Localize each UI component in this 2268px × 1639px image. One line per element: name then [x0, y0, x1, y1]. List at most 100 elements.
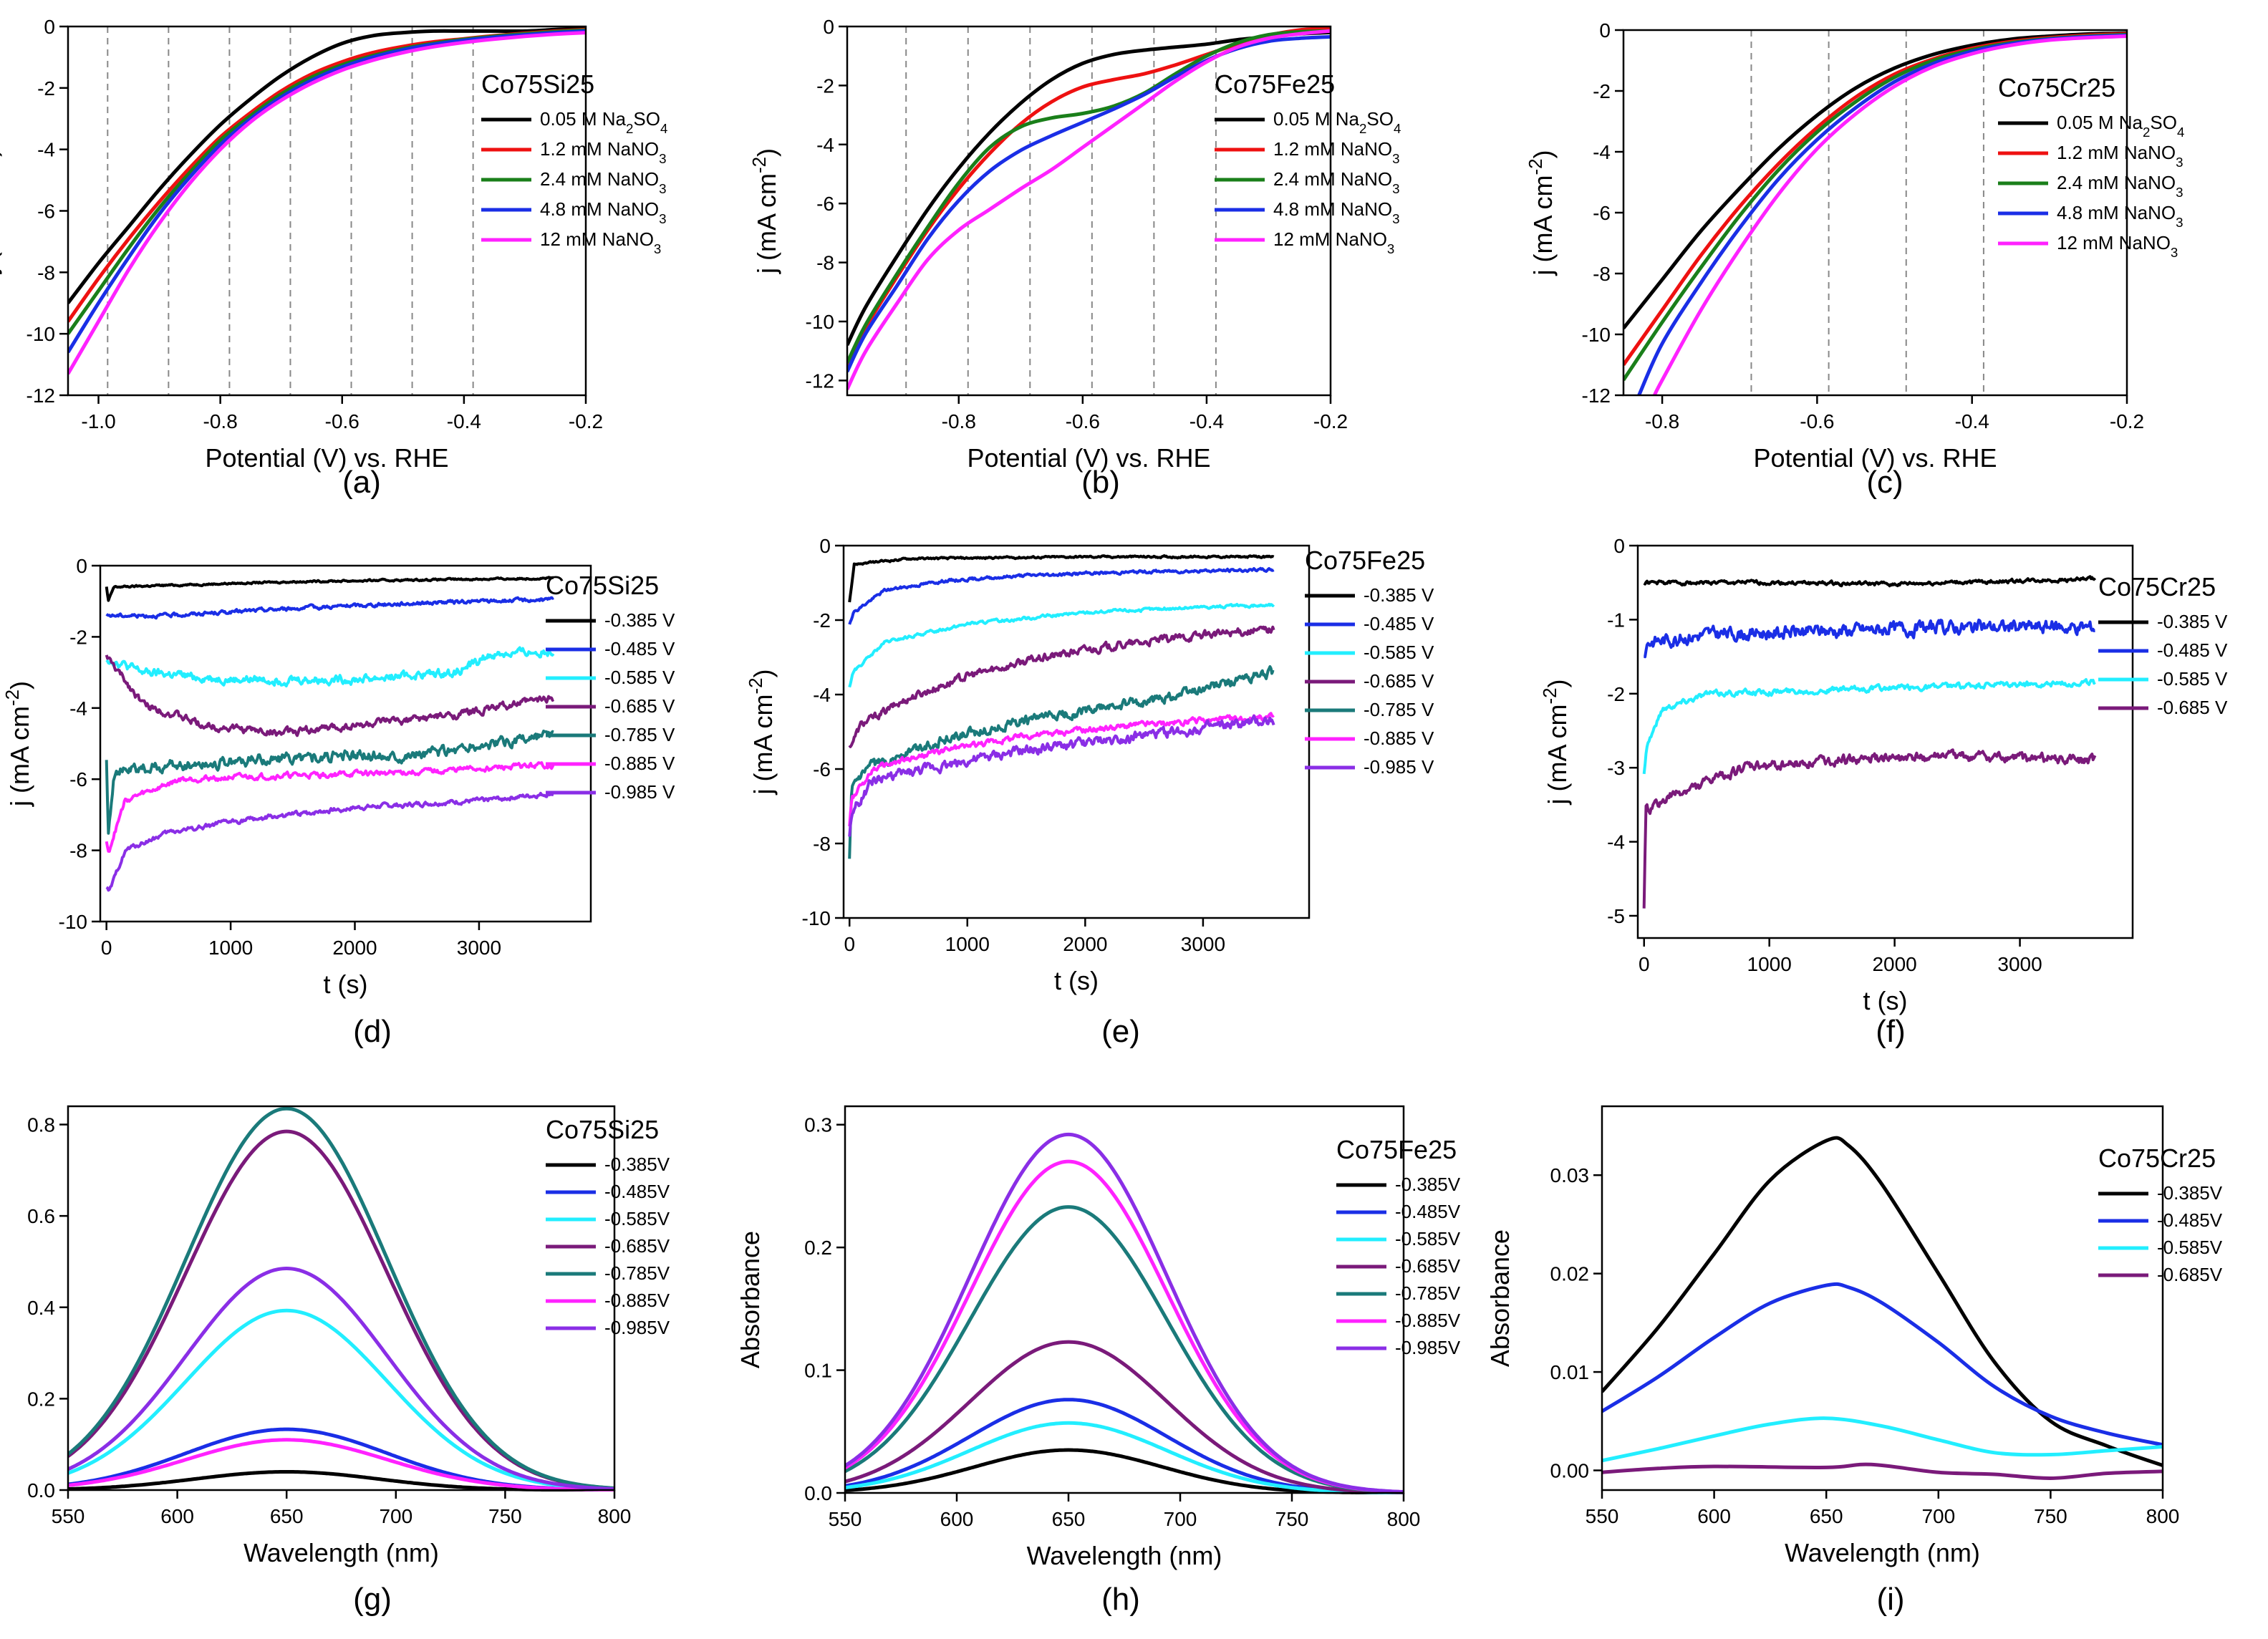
chart-h: 550 600 650 700 750 800 0.0 0.1 0.2 0.3 Wavelength…: [735, 1105, 1461, 1617]
y-tick-label: -12: [1582, 385, 1611, 407]
y-tick-label: -6: [1593, 202, 1611, 224]
y-axis-label: j (mA cm-2): [750, 148, 781, 274]
series-line: [845, 1159, 1404, 1494]
x-axis-label: Wavelength (nm): [1785, 1538, 1980, 1567]
series-line: [68, 1438, 614, 1491]
series-line: [105, 654, 555, 738]
x-tick-label: 750: [2034, 1505, 2067, 1527]
y-tick-label: -2: [1593, 80, 1611, 102]
y-axis-label: Absorbance: [1485, 1229, 1515, 1367]
chart-e: 0 1000 2000 3000 0 -2 -4 -6 -8 -10 t (s) j (mA cm-2…: [746, 535, 1434, 1049]
y-tick-label: 0.1: [804, 1360, 832, 1382]
y-tick-label: -6: [37, 200, 55, 223]
x-tick-label: -0.2: [1313, 410, 1348, 432]
y-tick-label: -6: [816, 193, 834, 215]
legend-label: -0.485V: [604, 1181, 670, 1202]
series-line: [1602, 1462, 2163, 1481]
legend-title: Co75Si25: [481, 69, 594, 99]
y-tick-label: -4: [37, 139, 55, 161]
x-tick-label: -0.8: [203, 410, 238, 432]
legend-label: 1.2 mM NaNO3: [1273, 138, 1400, 166]
y-tick-label: 0.03: [1550, 1164, 1590, 1186]
series-line: [845, 1421, 1404, 1494]
y-tick-label: 0: [1613, 535, 1625, 557]
legend-label: -0.785V: [1395, 1282, 1461, 1304]
series-group: [848, 554, 1275, 859]
legend-label: -0.485 V: [2157, 639, 2228, 661]
panel-label: (f): [1876, 1014, 1906, 1049]
y-tick-label: -2: [1607, 683, 1625, 705]
series-line: [847, 34, 1331, 373]
plot-frame: [842, 544, 1311, 919]
chart-a: -1.0 -0.8 -0.6 -0.4 -0.2 0 -2 -4 -6 -8 -10 -12 Poten…: [0, 16, 667, 500]
y-tick-label: 0: [1599, 19, 1611, 42]
x-tick-label: 700: [1921, 1505, 1955, 1527]
chart-b: -0.8 -0.6 -0.4 -0.2 0 -2 -4 -6 -8 -10 -12 Potential…: [750, 16, 1401, 500]
x-axis-label: t (s): [1054, 966, 1099, 995]
y-axis-label: j (mA cm-2): [746, 669, 778, 795]
legend-label: -0.985V: [604, 1317, 670, 1338]
y-tick-label: 0: [819, 535, 831, 557]
x-tick-label: -0.6: [325, 410, 359, 432]
series-line: [1642, 678, 2096, 775]
series-line: [105, 596, 554, 620]
series-group: [847, 26, 1331, 390]
panel-label: (g): [353, 1582, 392, 1617]
series-line: [845, 1448, 1404, 1494]
x-tick-label: 600: [160, 1505, 194, 1527]
legend-label: 12 mM NaNO3: [1273, 228, 1394, 256]
panel-label: (c): [1866, 465, 1903, 500]
y-tick-label: -12: [806, 369, 834, 392]
legend-label: 4.8 mM NaNO3: [540, 198, 667, 226]
series-line: [68, 1106, 614, 1490]
legend-label: -0.585V: [1395, 1228, 1461, 1249]
panel-label: (d): [353, 1014, 392, 1049]
legend-label: -0.385 V: [2157, 611, 2228, 632]
series-line: [845, 1205, 1404, 1494]
y-tick-label: 0: [44, 16, 55, 38]
series-line: [845, 1132, 1404, 1494]
y-tick-label: -12: [26, 385, 55, 407]
panel-label: (e): [1101, 1014, 1140, 1049]
legend-label: -0.885V: [1395, 1310, 1461, 1331]
x-tick-label: 700: [1164, 1508, 1197, 1530]
legend-label: -0.685 V: [604, 695, 675, 717]
x-tick-label: 600: [1697, 1505, 1731, 1527]
series-line: [1653, 34, 2127, 397]
y-tick-label: -6: [69, 768, 87, 791]
legend-label: -0.685 V: [2157, 697, 2228, 718]
panel-label: (b): [1081, 465, 1120, 500]
y-tick-label: -4: [813, 684, 831, 706]
y-tick-label: 0.2: [804, 1237, 832, 1259]
series-line: [848, 602, 1275, 688]
legend-label: 4.8 mM NaNO3: [1273, 198, 1400, 226]
y-tick-label: -4: [1593, 141, 1611, 163]
legend-label: 1.2 mM NaNO3: [540, 138, 667, 166]
series-line: [68, 1308, 614, 1491]
series-line: [1602, 1416, 2163, 1463]
series-line: [68, 1129, 614, 1490]
y-tick-label: 0.3: [804, 1114, 832, 1136]
series-line: [68, 31, 586, 375]
chart-f: 0 1000 2000 3000 0 -1 -2 -3 -4 -5 t (s) j (mA cm-2)…: [1540, 535, 2228, 1049]
legend-label: -0.385V: [2157, 1182, 2223, 1204]
legend-label: -0.585 V: [1364, 642, 1434, 663]
x-tick-label: 2000: [332, 937, 377, 959]
legend-label: -0.985 V: [1364, 756, 1434, 778]
series-line: [1602, 1136, 2163, 1467]
x-tick-label: 0: [1639, 953, 1650, 975]
x-tick-label: 650: [1052, 1508, 1086, 1530]
series-line: [105, 646, 555, 687]
y-tick-label: 0.02: [1550, 1263, 1590, 1285]
series-line: [105, 791, 554, 892]
x-axis-label: Wavelength (nm): [243, 1538, 439, 1567]
y-tick-label: -2: [816, 74, 834, 97]
series-line: [848, 625, 1275, 748]
x-tick-label: -0.6: [1066, 410, 1100, 432]
x-tick-label: -0.6: [1800, 410, 1834, 432]
series-group: [1642, 575, 2097, 909]
legend-label: 0.05 M Na2SO4: [2057, 112, 2184, 140]
y-axis-label: j (mA cm-2): [0, 148, 2, 274]
chart-c: -0.8 -0.6 -0.4 -0.2 0 -2 -4 -6 -8 -10 -12 Potential…: [1526, 19, 2184, 500]
x-axis-label: Wavelength (nm): [1027, 1541, 1222, 1570]
